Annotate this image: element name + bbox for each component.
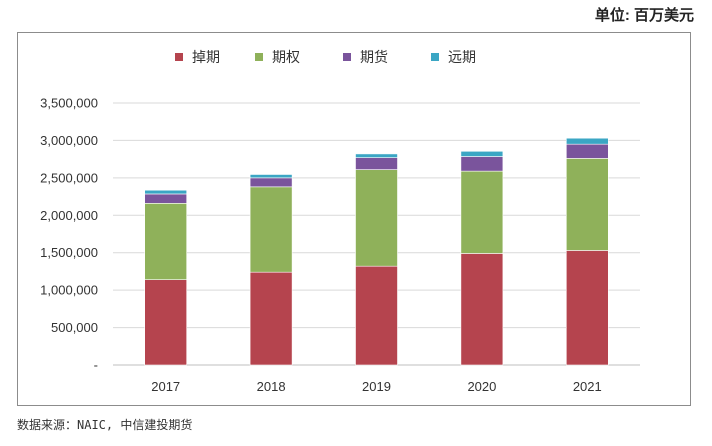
y-tick-label: 2,000,000 — [40, 208, 98, 223]
bar-segment — [355, 265, 398, 366]
bar-segment — [355, 157, 398, 170]
bar-segment — [249, 186, 293, 273]
legend-swatch — [431, 53, 439, 61]
bar-segment — [565, 143, 609, 159]
source-note: 数据来源：NAIC, 中信建投期货 — [17, 418, 193, 432]
bar-segment — [144, 189, 187, 195]
bar-segment — [249, 174, 293, 179]
legend-label: 掉期 — [192, 49, 220, 65]
bar-segment — [460, 150, 504, 157]
x-tick-label: 2017 — [151, 379, 180, 394]
bar-segment — [355, 169, 398, 267]
bar-segment — [249, 177, 293, 188]
x-tick-label: 2020 — [467, 379, 496, 394]
y-tick-label: 500,000 — [51, 320, 98, 335]
legend-label: 远期 — [448, 49, 476, 65]
bar-segment — [565, 158, 609, 251]
bar-segment — [249, 271, 293, 366]
x-tick-label: 2021 — [573, 379, 602, 394]
bar-segment — [144, 193, 187, 204]
y-tick-label: 1,500,000 — [40, 245, 98, 260]
unit-label: 单位: 百万美元 — [594, 7, 694, 24]
legend-swatch — [255, 53, 263, 61]
y-tick-label: - — [94, 358, 98, 373]
bar-segment — [355, 153, 398, 158]
legend-label: 期货 — [360, 49, 388, 65]
bar-segment — [144, 203, 187, 280]
bar-segment — [460, 156, 504, 172]
y-tick-label: 3,000,000 — [40, 133, 98, 148]
bar-segment — [565, 250, 609, 366]
x-tick-label: 2018 — [257, 379, 286, 394]
y-tick-label: 3,500,000 — [40, 96, 98, 111]
bar-segment — [460, 170, 504, 254]
chart-frame — [17, 32, 691, 406]
x-tick-label: 2019 — [362, 379, 391, 394]
legend-label: 期权 — [272, 49, 300, 65]
y-tick-label: 2,500,000 — [40, 170, 98, 185]
legend-swatch — [343, 53, 351, 61]
bar-segment — [144, 279, 187, 366]
bar-segment — [565, 137, 609, 145]
bar-segment — [460, 253, 504, 366]
legend-swatch — [175, 53, 183, 61]
y-tick-label: 1,000,000 — [40, 283, 98, 298]
